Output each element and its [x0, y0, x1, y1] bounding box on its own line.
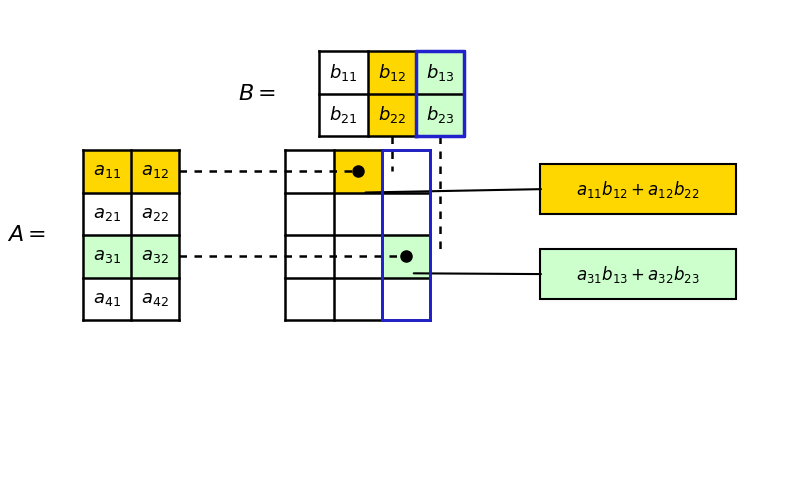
- Text: $a_{31}b_{13} + a_{32}b_{23}$: $a_{31}b_{13} + a_{32}b_{23}$: [576, 263, 700, 285]
- Bar: [334, 277, 382, 320]
- Text: $A=$: $A=$: [7, 224, 46, 246]
- Text: $B=$: $B=$: [238, 83, 276, 105]
- Text: $a_{11}b_{12} + a_{12}b_{22}$: $a_{11}b_{12} + a_{12}b_{22}$: [576, 179, 700, 200]
- Bar: [382, 277, 430, 320]
- Text: $a_{41}$: $a_{41}$: [93, 290, 121, 308]
- Bar: [131, 150, 179, 193]
- Bar: [416, 94, 464, 136]
- FancyBboxPatch shape: [540, 250, 736, 299]
- Bar: [82, 277, 131, 320]
- Text: $a_{21}$: $a_{21}$: [93, 205, 121, 223]
- Text: $a_{11}$: $a_{11}$: [93, 162, 121, 180]
- Bar: [382, 193, 430, 235]
- Text: $b_{11}$: $b_{11}$: [330, 62, 358, 83]
- Bar: [334, 235, 382, 277]
- Text: $b_{22}$: $b_{22}$: [378, 104, 406, 125]
- Bar: [82, 235, 131, 277]
- Bar: [382, 235, 430, 277]
- Bar: [334, 150, 382, 193]
- Bar: [334, 193, 382, 235]
- Bar: [286, 193, 334, 235]
- Bar: [382, 150, 430, 193]
- Text: $b_{13}$: $b_{13}$: [426, 62, 454, 83]
- Text: $b_{12}$: $b_{12}$: [378, 62, 406, 83]
- Bar: [286, 277, 334, 320]
- Bar: [131, 193, 179, 235]
- Text: $a_{22}$: $a_{22}$: [141, 205, 169, 223]
- Bar: [416, 51, 464, 94]
- Bar: [367, 94, 416, 136]
- Bar: [367, 51, 416, 94]
- Text: $a_{31}$: $a_{31}$: [93, 247, 121, 265]
- Text: $a_{32}$: $a_{32}$: [141, 247, 169, 265]
- Bar: [319, 94, 367, 136]
- Text: $a_{42}$: $a_{42}$: [141, 290, 169, 308]
- Bar: [319, 51, 367, 94]
- Text: $b_{23}$: $b_{23}$: [426, 104, 454, 125]
- Bar: [286, 235, 334, 277]
- Bar: [82, 150, 131, 193]
- Bar: [286, 150, 334, 193]
- Text: $a_{12}$: $a_{12}$: [141, 162, 169, 180]
- Text: $b_{21}$: $b_{21}$: [330, 104, 358, 125]
- Bar: [131, 277, 179, 320]
- Bar: [82, 193, 131, 235]
- Bar: [131, 235, 179, 277]
- FancyBboxPatch shape: [540, 164, 736, 214]
